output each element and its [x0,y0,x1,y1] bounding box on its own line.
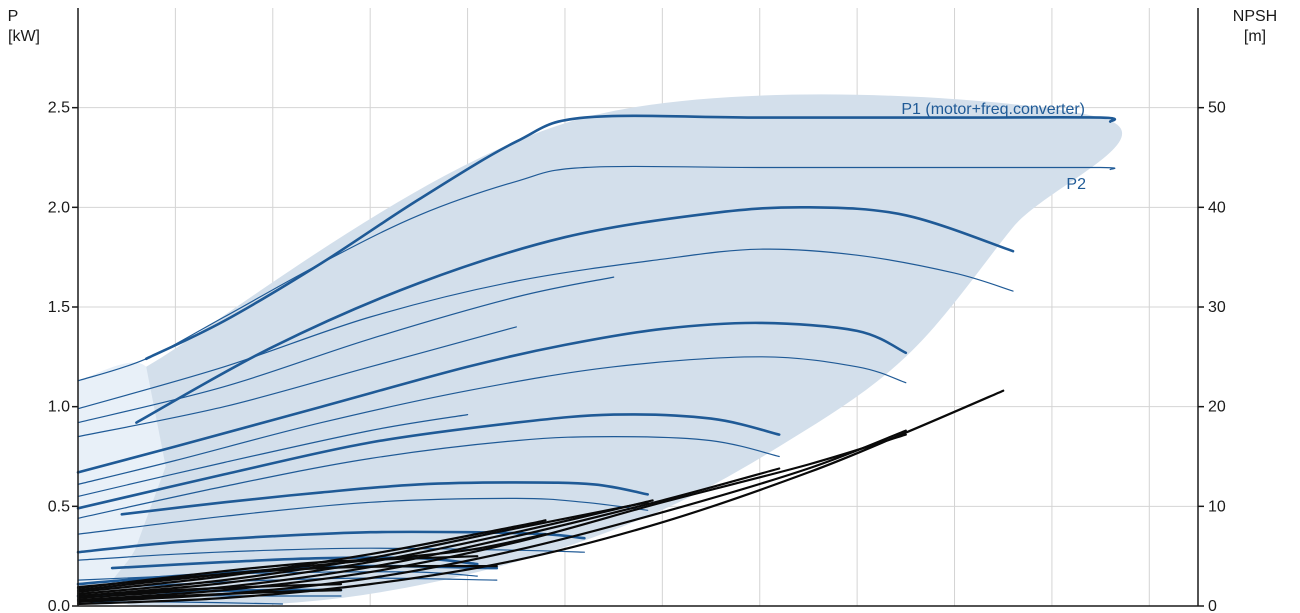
power-curve-9 [77,414,469,497]
right-tick-label-2: 20 [1208,399,1226,416]
power-curve-12 [120,481,649,516]
npsh-curve-8 [76,533,547,592]
left-axis-title-line1: P [8,8,19,25]
power-curve-13 [77,497,649,535]
npsh-curve-10 [76,564,498,589]
left-tick-label-0: 0.0 [48,598,70,613]
right-tick-label-0: 0 [1208,598,1217,613]
npsh-curve-7 [76,519,547,594]
right-tick-label-4: 40 [1208,199,1226,216]
power-curve-10 [76,413,781,510]
power-curve-8 [77,356,907,485]
axes: 0.0 0.5 1.0 1.5 2.0 2.5 0 10 20 30 40 50 [48,8,1226,613]
left-tick-label-3: 1.5 [48,299,70,316]
npsh-curve-12 [76,589,343,602]
p2-curve-label: P2 [1066,176,1086,193]
operating-area [107,94,1123,608]
npsh-curve-5 [76,499,654,598]
right-tick-label-1: 10 [1208,498,1226,515]
right-tick-label-5: 50 [1208,100,1226,117]
right-axis-title-line2: [m] [1244,28,1266,45]
left-tick-label-4: 2.0 [48,199,70,216]
power-curve-3 [135,205,1015,424]
power-curve-11 [77,435,780,519]
left-tick-label-2: 1.0 [48,399,70,416]
power-curve-7 [76,321,908,474]
right-tick-label-3: 30 [1208,299,1226,316]
power-curves [76,114,1116,605]
power-curve-6 [77,326,517,438]
operating-areas [78,94,1123,608]
npsh-curves [76,389,1005,606]
npsh-curve-3 [76,433,907,602]
p1-curve-label: P1 (motor+freq.converter) [901,101,1085,118]
left-tick-label-1: 0.5 [48,498,70,515]
npsh-curve-11 [76,583,343,598]
right-axis-title-line1: NPSH [1233,8,1277,25]
left-tick-label-5: 2.5 [48,100,70,117]
power-curve-4 [77,248,1014,410]
npsh-curve-6 [76,501,649,596]
power-curve-5 [77,276,615,424]
left-axis-title-line2: [kW] [8,28,40,45]
power-curve-1 [144,114,1116,361]
power-curve-2 [77,165,1116,382]
axis-labels: P [kW] NPSH [m] P1 (motor+freq.converter… [8,8,1278,193]
